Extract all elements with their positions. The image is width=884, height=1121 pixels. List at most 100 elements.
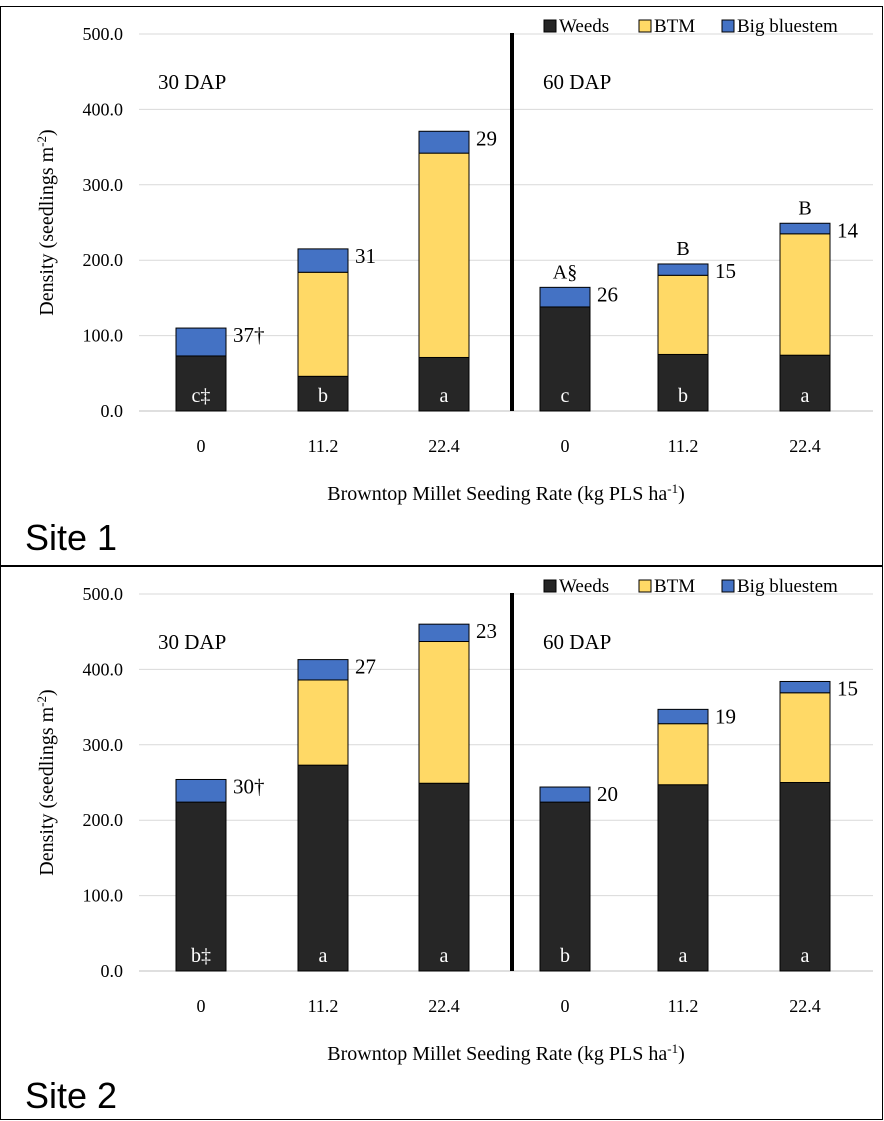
- site-1-y-axis-title: Density (seedlings m-2): [34, 129, 59, 315]
- site-2-x-tick-label: 22.4: [428, 996, 460, 1016]
- site-1-period-label: 60 DAP: [543, 70, 611, 94]
- site-2-label: Site 2: [25, 1075, 118, 1116]
- site-2-legend-label: Big bluestem: [737, 576, 838, 597]
- site-1-top-letter: B: [798, 197, 811, 219]
- site-1-inside-letter: a: [440, 385, 449, 407]
- site-2-total-label: 19: [715, 704, 736, 728]
- site-2-legend-swatch: [638, 579, 652, 593]
- site-2-bar-btm: [418, 641, 470, 784]
- site-1-bar-btm: [418, 152, 470, 358]
- site-2-bar-weeds: [418, 782, 470, 972]
- site-2-x-tick-label: 0: [197, 996, 206, 1016]
- site-1-bar-btm: [779, 233, 831, 356]
- site-1-legend-swatch: [638, 19, 652, 33]
- site-1-top-letter: B: [676, 238, 689, 260]
- site-2-inside-letter: a: [319, 945, 328, 967]
- site-1-bar-big-bluestem: [175, 327, 227, 357]
- site-1-y-tick-label: 400.0: [83, 99, 124, 119]
- site-1-inside-letter: a: [801, 385, 810, 407]
- site-2-y-tick-label: 500.0: [83, 584, 124, 604]
- site-2-legend-swatch: [721, 579, 735, 593]
- site-2-inside-letter: b‡: [191, 945, 211, 967]
- site-1-y-tick-label: 500.0: [83, 24, 124, 44]
- site-1-bar-big-bluestem: [657, 263, 709, 276]
- site-1-period-label: 30 DAP: [158, 70, 226, 94]
- site-2-y-tick-label: 0.0: [101, 961, 124, 981]
- site-1-inside-letter: b: [318, 385, 328, 407]
- site-2-x-tick-label: 11.2: [668, 996, 699, 1016]
- site-1-bar-weeds: [779, 354, 831, 412]
- site-1-x-axis-title: Browntop Millet Seeding Rate (kg PLS ha-…: [327, 481, 685, 506]
- site-1-total-label: 31: [355, 244, 376, 268]
- site-2-bar-btm: [779, 692, 831, 783]
- site-1-inside-letter: c‡: [192, 385, 211, 407]
- site-1-total-label: 15: [715, 259, 736, 283]
- site-1-legend-swatch: [721, 19, 735, 33]
- site-1-total-label: 26: [597, 282, 618, 306]
- site-2-bar-weeds: [297, 764, 349, 972]
- site-2-total-label: 23: [476, 619, 497, 643]
- site-2-inside-letter: b: [560, 945, 570, 967]
- site-2-x-axis-title: Browntop Millet Seeding Rate (kg PLS ha-…: [327, 1041, 685, 1066]
- site-2-y-tick-label: 400.0: [83, 659, 124, 679]
- site-1-legend-label: BTM: [654, 16, 695, 37]
- site-1-bar-btm: [297, 271, 349, 377]
- site-1-chart: 0.0 100.0 200.0 300.0 400.0 500.0 37† c‡ 0 31 b 11.…: [34, 16, 873, 506]
- site-1-inside-letter: c: [561, 385, 570, 407]
- site-2-bar-weeds: [175, 801, 227, 972]
- site-2-period-label: 30 DAP: [158, 630, 226, 654]
- site-2-bar-big-bluestem: [539, 786, 591, 803]
- site-1-x-tick-label: 11.2: [668, 436, 699, 456]
- site-1-bar-weeds: [297, 375, 349, 412]
- site-1-bar-big-bluestem: [418, 130, 470, 154]
- site-1-x-tick-label: 22.4: [789, 436, 821, 456]
- site-1-bar-weeds: [418, 356, 470, 412]
- site-2-y-axis-title: Density (seedlings m-2): [34, 689, 59, 875]
- site-2-x-tick-label: 22.4: [789, 996, 821, 1016]
- site-2-x-tick-label: 0: [561, 996, 570, 1016]
- site-1-x-tick-label: 22.4: [428, 436, 460, 456]
- site-1-x-tick-label: 11.2: [308, 436, 339, 456]
- site-1-y-tick-label: 300.0: [83, 175, 124, 195]
- site-1-legend-swatch: [543, 19, 557, 33]
- site-2-legend-swatch: [543, 579, 557, 593]
- site-2-x-tick-label: 11.2: [308, 996, 339, 1016]
- site-1-x-tick-label: 0: [561, 436, 570, 456]
- site-2-bar-btm: [297, 679, 349, 766]
- site-1-bar-weeds: [175, 355, 227, 412]
- site-2-total-label: 20: [597, 782, 618, 806]
- site-1-total-label: 37†: [233, 323, 265, 347]
- site-2-inside-letter: a: [679, 945, 688, 967]
- site-1-bar-big-bluestem: [539, 286, 591, 308]
- site-1-y-tick-label: 0.0: [101, 401, 124, 421]
- site-1-y-tick-label: 200.0: [83, 250, 124, 270]
- site-1-bar-big-bluestem: [779, 222, 831, 235]
- site-2-bar-big-bluestem: [779, 680, 831, 694]
- site-1-total-label: 29: [476, 126, 497, 150]
- site-2-bar-btm: [657, 723, 709, 786]
- site-1-y-tick-label: 100.0: [83, 326, 124, 346]
- site-1-inside-letter: b: [678, 385, 688, 407]
- site-2-bar-weeds: [657, 784, 709, 972]
- site-1-legend-label: Big bluestem: [737, 16, 838, 37]
- site-2-total-label: 15: [837, 676, 858, 700]
- site-1-label: Site 1: [25, 517, 118, 558]
- site-2-legend-label: BTM: [654, 576, 695, 597]
- site-2-inside-letter: a: [440, 945, 449, 967]
- site-2-bar-big-bluestem: [418, 623, 470, 643]
- site-2-inside-letter: a: [801, 945, 810, 967]
- site-2-bar-big-bluestem: [657, 708, 709, 725]
- site-1-total-label: 14: [837, 218, 859, 242]
- site-2-y-tick-label: 100.0: [83, 886, 124, 906]
- site-1-bar-big-bluestem: [297, 248, 349, 273]
- site-1-panel: 0.0 100.0 200.0 300.0 400.0 500.0 37† c‡ 0 31 b 11.…: [0, 6, 883, 566]
- site-1-bar-btm: [657, 274, 709, 355]
- site-1-x-tick-label: 0: [197, 436, 206, 456]
- site-2-legend-label: Weeds: [559, 576, 609, 597]
- site-2-bar-big-bluestem: [175, 778, 227, 803]
- site-2-y-tick-label: 300.0: [83, 735, 124, 755]
- site-1-bar-weeds: [657, 353, 709, 412]
- site-2-bar-big-bluestem: [297, 659, 349, 681]
- site-2-bar-weeds: [779, 782, 831, 972]
- site-1-top-letter: A§: [553, 261, 577, 283]
